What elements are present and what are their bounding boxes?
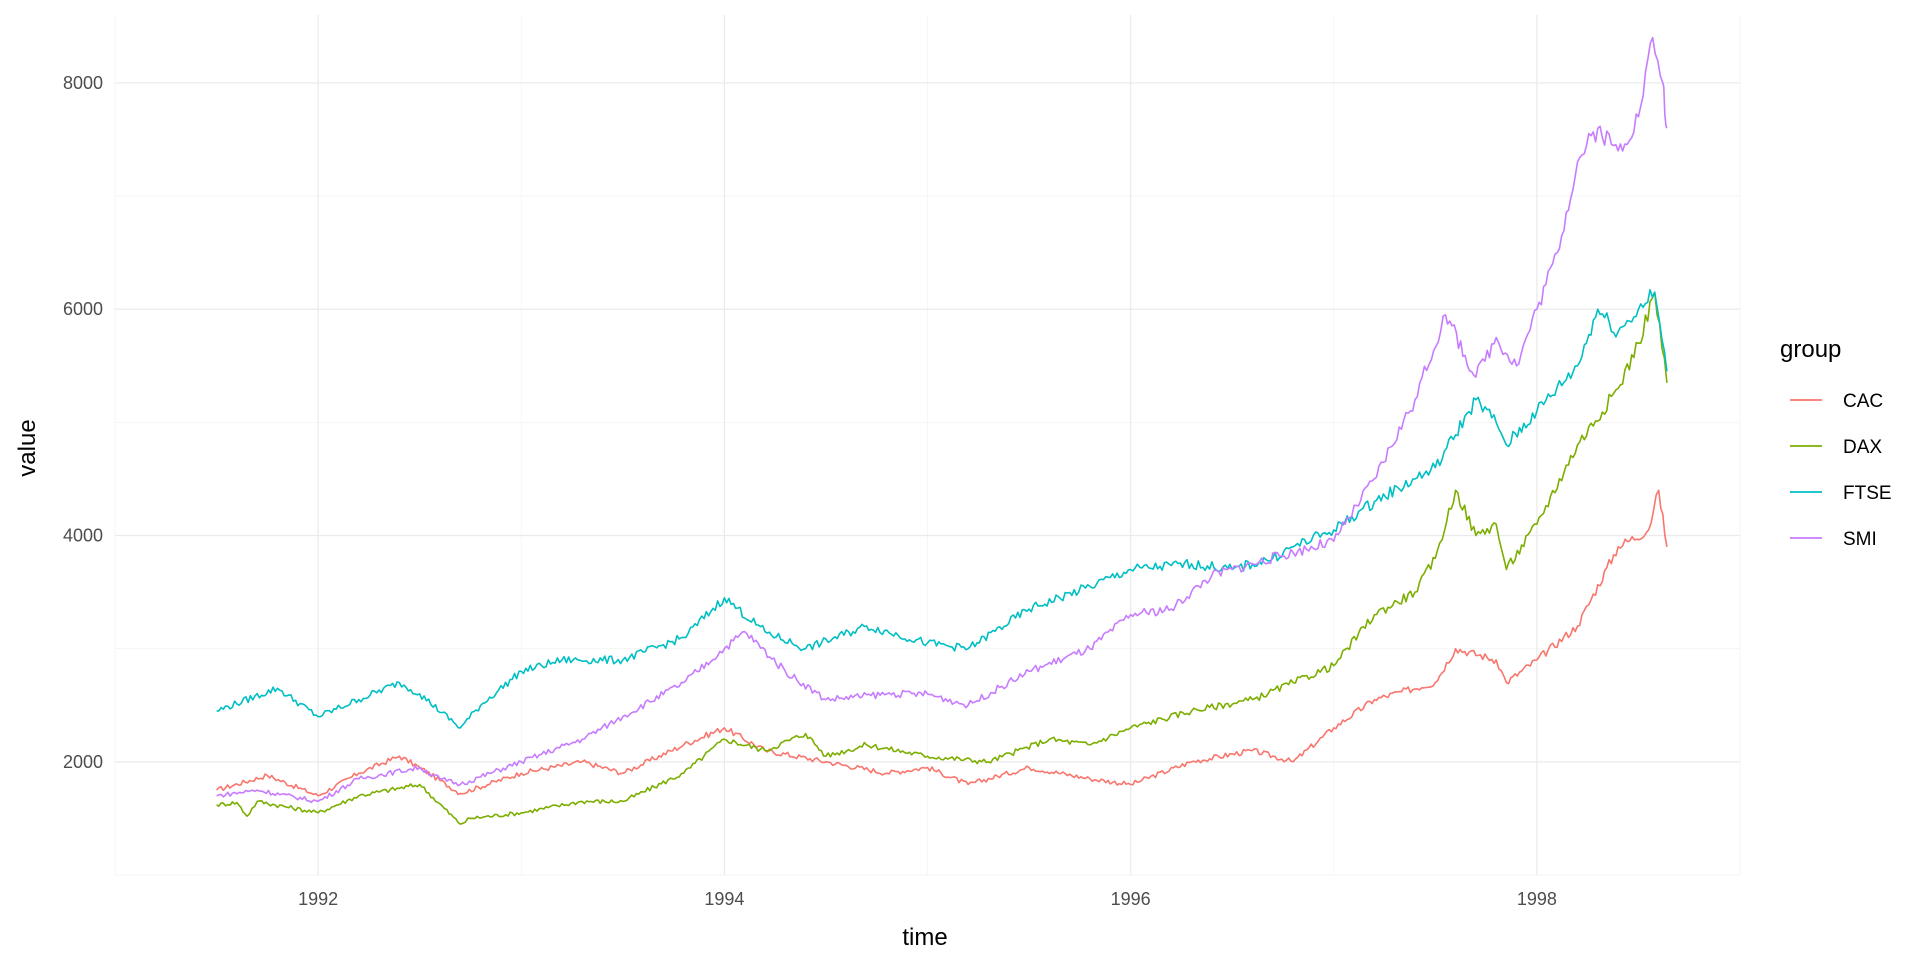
legend-title: group: [1780, 336, 1841, 363]
y-tick-label: 4000: [63, 526, 103, 546]
y-tick-label: 2000: [63, 752, 103, 772]
x-tick-label: 1996: [1111, 889, 1151, 909]
legend-label-smi: SMI: [1843, 529, 1877, 550]
series-line-cac: [215, 489, 1668, 797]
series-line-dax: [216, 291, 1668, 825]
legend-label-dax: DAX: [1843, 437, 1882, 458]
x-axis-tick-labels: 1992 1994 1996 1998: [298, 889, 1557, 909]
y-axis-title: value: [14, 419, 41, 476]
series-line-ftse: [216, 289, 1668, 729]
x-axis-title: time: [902, 924, 947, 951]
y-tick-label: 8000: [63, 73, 103, 93]
series-lines: [215, 36, 1668, 825]
legend: group CAC DAX FTSE SMI: [1780, 336, 1892, 550]
legend-label-cac: CAC: [1843, 391, 1883, 412]
legend-items: CAC DAX FTSE SMI: [1790, 391, 1892, 550]
major-gridlines: [115, 15, 1740, 875]
x-tick-label: 1998: [1517, 889, 1557, 909]
x-tick-label: 1994: [704, 889, 744, 909]
series-line-smi: [216, 36, 1668, 804]
y-tick-label: 6000: [63, 299, 103, 319]
y-axis-tick-labels: 2000 4000 6000 8000: [63, 73, 103, 772]
legend-label-ftse: FTSE: [1843, 483, 1892, 504]
minor-gridlines: [114, 15, 1741, 876]
x-tick-label: 1992: [298, 889, 338, 909]
